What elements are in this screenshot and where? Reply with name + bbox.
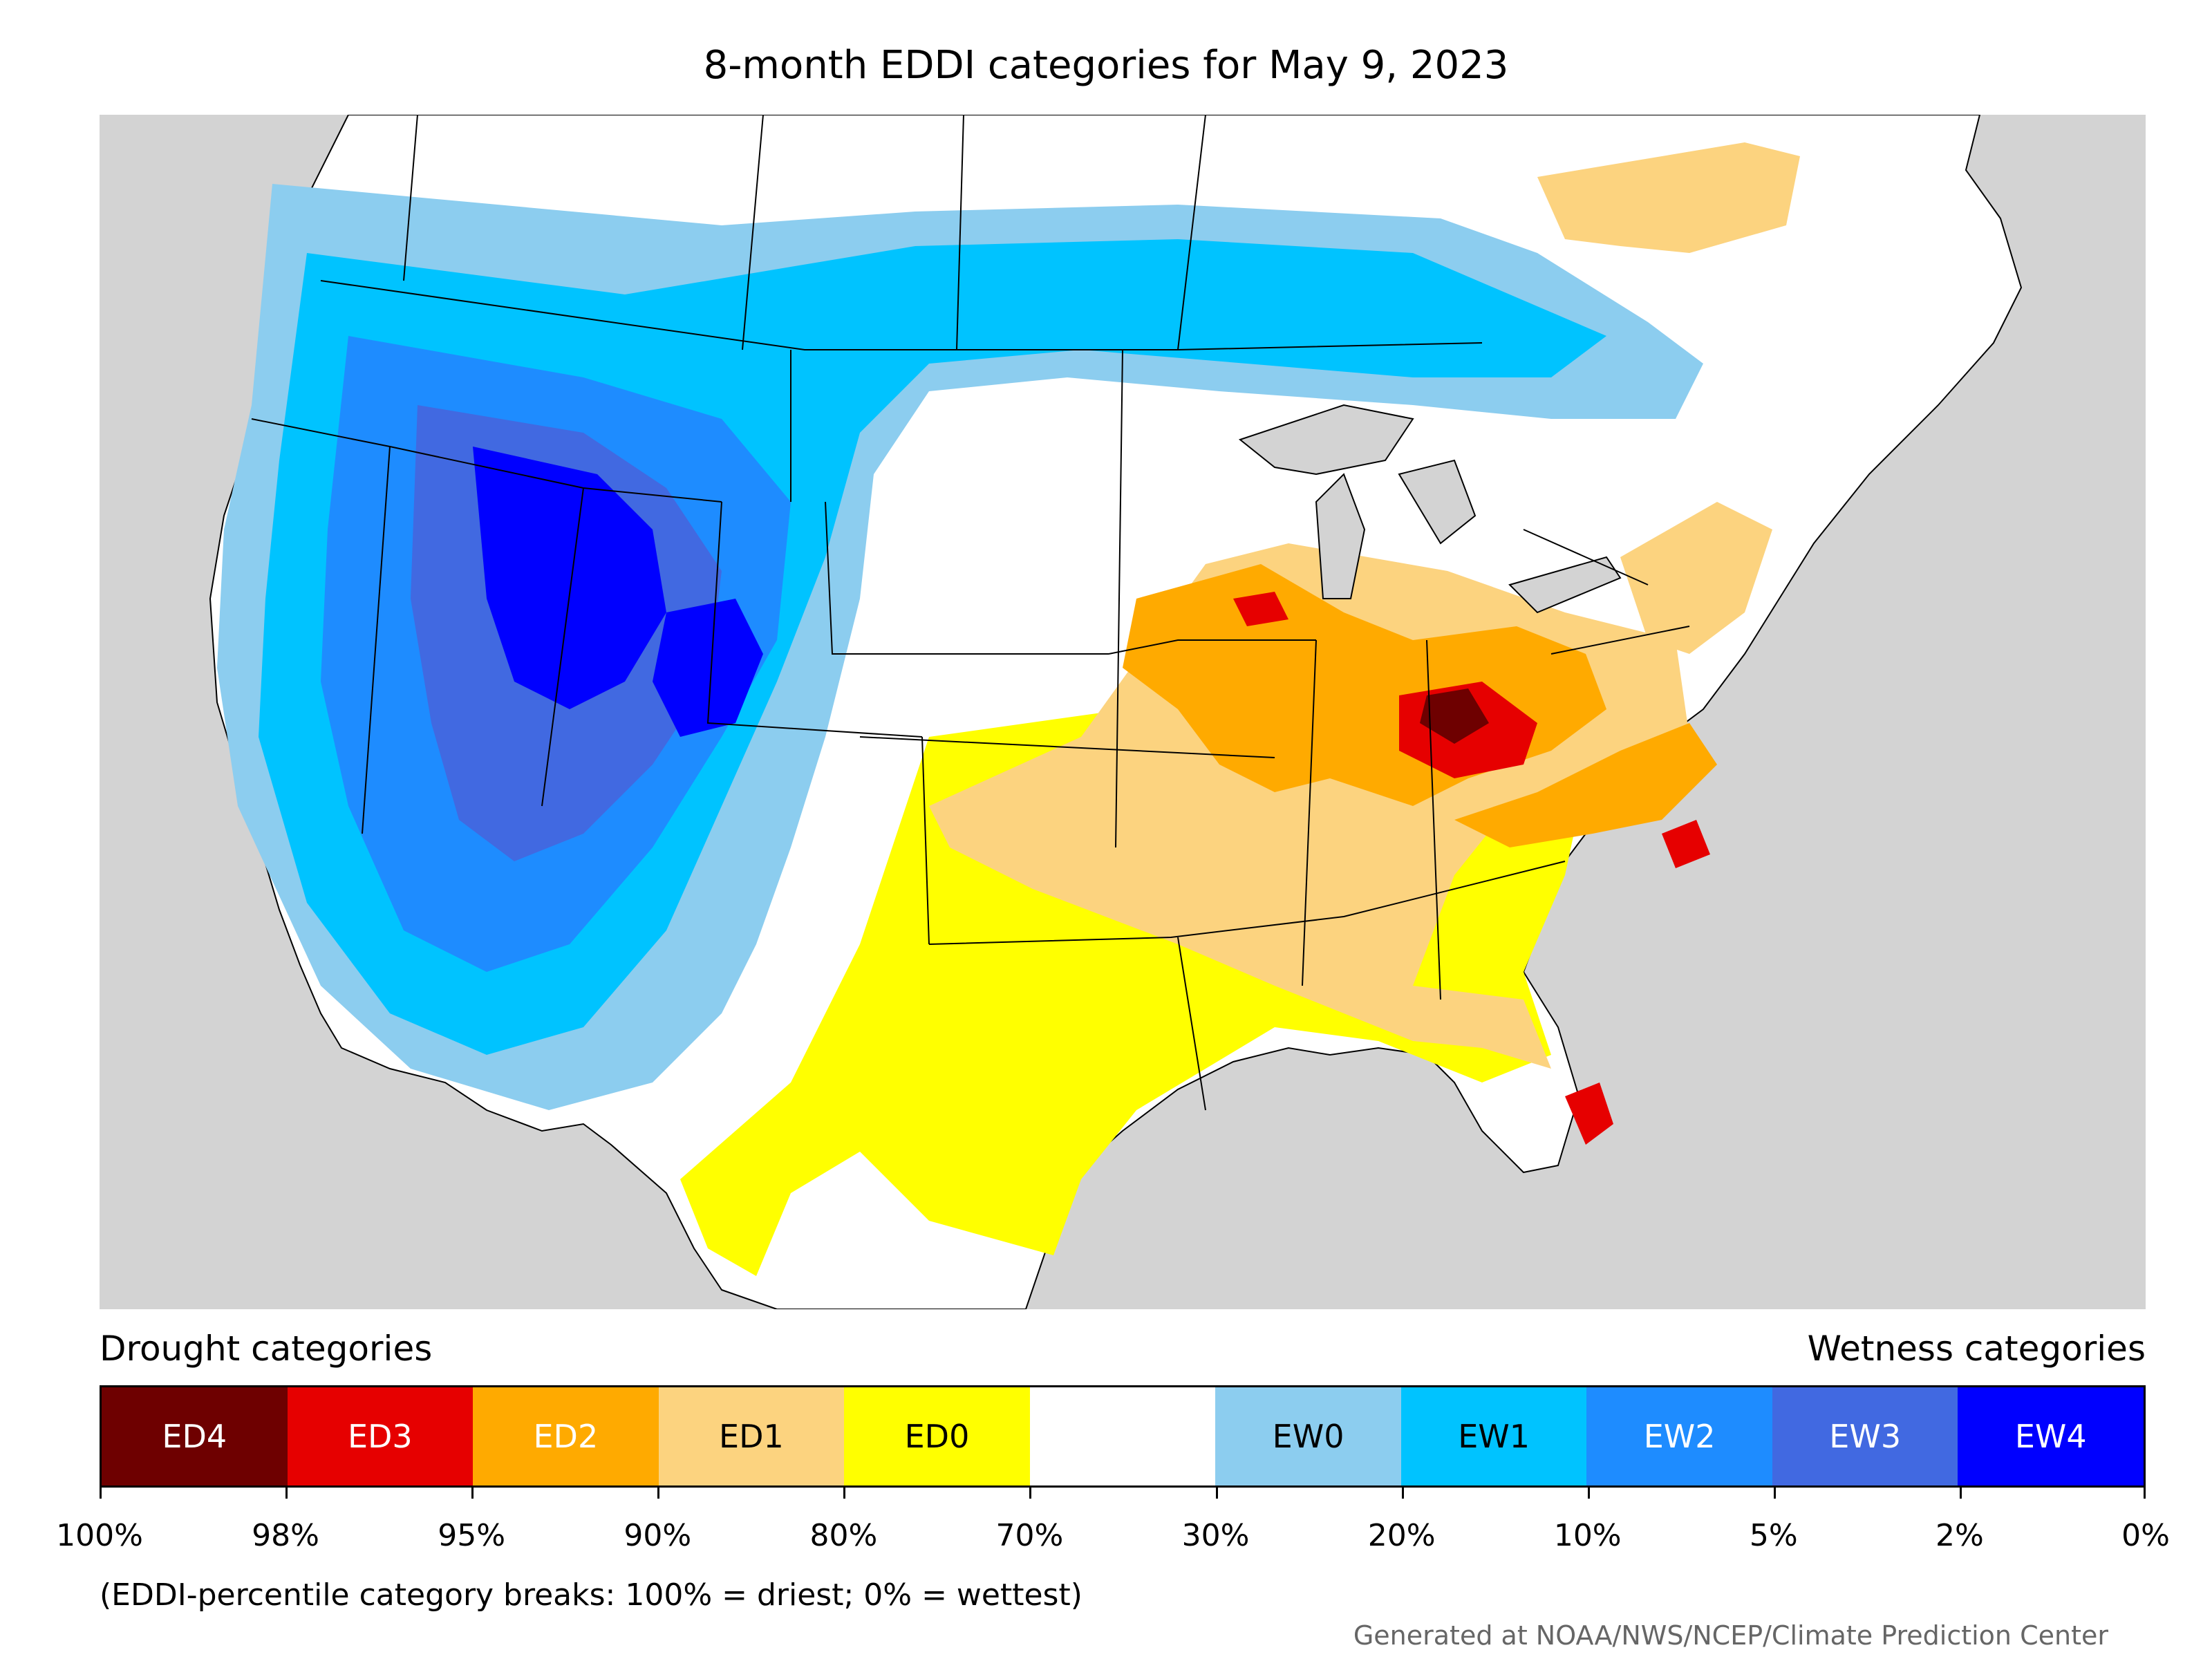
tick-mark — [1215, 1488, 1218, 1499]
tick-label: 10% — [1553, 1518, 1622, 1553]
category-swatch-ed4: ED4 — [102, 1387, 288, 1485]
tick-label: 20% — [1367, 1518, 1436, 1553]
tick-label: 90% — [624, 1518, 692, 1553]
category-colorbar: ED4 ED3 ED2 ED1 ED0 EW0 EW1 EW2 EW3 EW4 — [100, 1385, 2146, 1488]
ew4-region-great-basin — [473, 447, 666, 709]
tick-label: 95% — [438, 1518, 506, 1553]
tick-label: 30% — [1181, 1518, 1250, 1553]
tick-mark — [843, 1488, 846, 1499]
category-swatch-ed1: ED1 — [658, 1387, 845, 1485]
great-lakes — [1238, 404, 1622, 614]
category-swatch-ew4: EW4 — [1958, 1387, 2144, 1485]
ed3-region-nc — [1662, 820, 1710, 868]
tick-label: 0% — [2121, 1518, 2170, 1553]
percentile-ticks: 100% 98% 95% 90% 80% 70% 30% 20% 10% 5% 2% 0% — [56, 1488, 2170, 1571]
category-swatch-ew3: EW3 — [1772, 1387, 1958, 1485]
wetness-categories-heading: Wetness categories — [1807, 1329, 2146, 1369]
ed2-region-south — [1454, 723, 1717, 847]
tick-mark — [1401, 1488, 1404, 1499]
tick-mark — [657, 1488, 660, 1499]
tick-mark — [2144, 1488, 2146, 1499]
tick-mark — [1773, 1488, 1776, 1499]
tick-mark — [1029, 1488, 1032, 1499]
ed1-region-northeast — [1620, 502, 1772, 654]
eddi-map — [100, 115, 2146, 1309]
ed3-region-iowa — [1233, 592, 1288, 626]
ed4-region-indiana — [1420, 688, 1489, 744]
state-boundaries — [251, 115, 1690, 1111]
ed3-region-florida — [1565, 1082, 1613, 1145]
tick-label: 2% — [1936, 1518, 1984, 1553]
category-swatch-neutral — [1029, 1387, 1216, 1485]
map-title: 8-month EDDI categories for May 9, 2023 — [703, 43, 1509, 88]
category-swatch-ew0: EW0 — [1215, 1387, 1401, 1485]
tick-label: 70% — [995, 1518, 1064, 1553]
tick-label: 98% — [252, 1518, 319, 1553]
tick-label: 100% — [56, 1518, 143, 1553]
category-swatch-ew1: EW1 — [1400, 1387, 1587, 1485]
ed1-region-quebec — [1537, 142, 1800, 253]
tick-mark — [471, 1488, 474, 1499]
category-breaks-note: (EDDI-percentile category breaks: 100% =… — [100, 1577, 1082, 1613]
tick-label: 80% — [809, 1518, 878, 1553]
tick-mark — [1587, 1488, 1590, 1499]
tick-mark — [1959, 1488, 1962, 1499]
tick-mark — [285, 1488, 288, 1499]
category-swatch-ed2: ED2 — [473, 1387, 659, 1485]
tick-mark — [100, 1488, 102, 1499]
category-swatch-ew2: EW2 — [1586, 1387, 1772, 1485]
category-swatch-ed0: ED0 — [844, 1387, 1030, 1485]
ew4-region-utah — [653, 599, 763, 737]
tick-label: 5% — [1749, 1518, 1798, 1553]
category-swatch-ed3: ED3 — [287, 1387, 474, 1485]
credit-line: Generated at NOAA/NWS/NCEP/Climate Predi… — [1353, 1620, 2108, 1651]
drought-categories-heading: Drought categories — [100, 1329, 433, 1369]
